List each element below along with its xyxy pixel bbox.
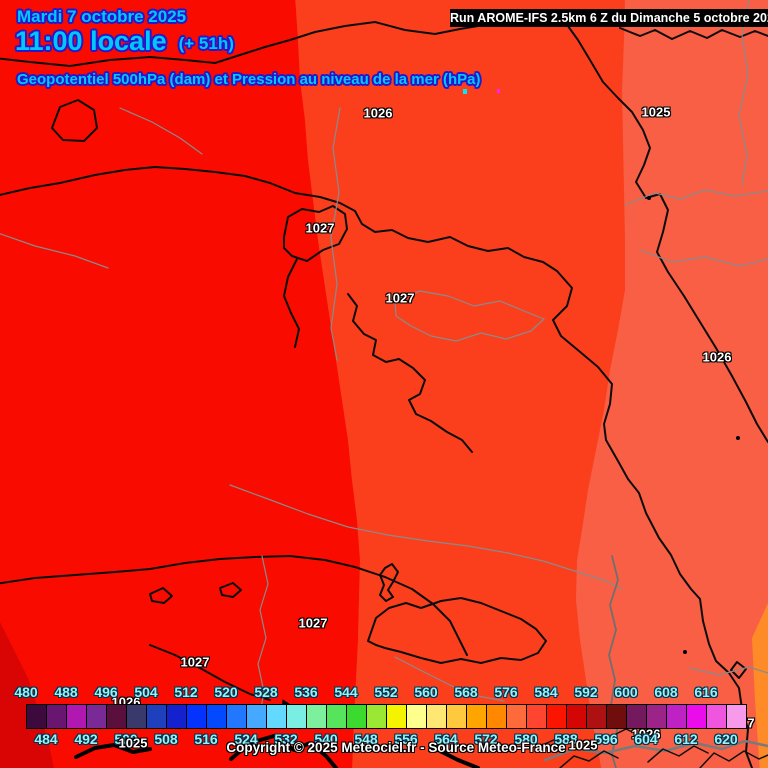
scale-tick-top: 592: [574, 684, 598, 700]
pressure-label: 1026: [631, 726, 661, 742]
scale-tick-top: 608: [654, 684, 678, 700]
pressure-label: 1025: [118, 735, 148, 751]
scale-tick-bottom: 588: [554, 731, 578, 747]
scale-tick-bottom: 564: [434, 731, 458, 747]
band-red: [0, 0, 360, 768]
scale-tick-top: 568: [454, 684, 478, 700]
scale-tick-bottom: 612: [674, 731, 698, 747]
pressure-label: 1025: [568, 737, 598, 753]
scale-tick-top: 488: [54, 684, 78, 700]
scale-tick-top: 512: [174, 684, 198, 700]
band-mid: [295, 0, 625, 768]
scale-tick-top: 560: [414, 684, 438, 700]
band-dark-red: [0, 622, 54, 768]
time-title: 11:00 locale: [15, 26, 167, 56]
scale-tick-bottom: 596: [594, 731, 618, 747]
scale-tick-top: 496: [94, 684, 118, 700]
scale-tick-top: 480: [14, 684, 38, 700]
pressure-label: 1026: [363, 105, 393, 121]
pressure-label: 1027: [385, 290, 415, 306]
scale-tick-top: 544: [334, 684, 358, 700]
forecast-offset: (+ 51h): [178, 33, 234, 53]
scale-tick-top: 536: [294, 684, 318, 700]
scale-tick-bottom: 500: [114, 731, 138, 747]
scale-tick-bottom: 492: [74, 731, 98, 747]
scale-tick-bottom: 524: [234, 731, 258, 747]
copyright-text: Copyright © 2025 Meteociel.fr - Source M…: [226, 740, 566, 755]
pressure-label: 1027: [305, 220, 335, 236]
pressure-label: 1027: [298, 615, 328, 631]
scale-tick-bottom: 540: [314, 731, 338, 747]
pressure-label: 7: [747, 715, 755, 731]
terrain-lines: [539, 728, 768, 768]
map-dots: [647, 196, 740, 654]
scale-tick-bottom: 620: [714, 731, 738, 747]
scale-tick-bottom: 556: [394, 731, 418, 747]
map-subtitle: Geopotentiel 500hPa (dam) et Pression au…: [17, 71, 481, 88]
scale-swatch: [726, 704, 747, 729]
scale-tick-top: 504: [134, 684, 158, 700]
country-borders: [0, 11, 768, 768]
scale-tick-bottom: 484: [34, 731, 58, 747]
scale-tick-bottom: 516: [194, 731, 218, 747]
scale-tick-top: 584: [534, 684, 558, 700]
pressure-label: 1026: [702, 349, 732, 365]
scale-tick-top: 520: [214, 684, 238, 700]
scale-tick-bottom: 508: [154, 731, 178, 747]
pressure-label: 1027: [180, 654, 210, 670]
scale-tick-bottom: 604: [634, 731, 658, 747]
model-run-info: Run AROME-IFS 2.5km 6 Z du Dimanche 5 oc…: [450, 9, 768, 27]
scale-tick-bottom: 532: [274, 731, 298, 747]
scale-tick-top: 600: [614, 684, 638, 700]
scale-tick-top: 616: [694, 684, 718, 700]
city-marker-magenta: [497, 89, 500, 93]
time-row: 11:00 locale (+ 51h): [15, 26, 234, 57]
scale-tick-bottom: 572: [474, 731, 498, 747]
scale-tick-top: 528: [254, 684, 278, 700]
city-marker-cyan: [463, 89, 467, 94]
scale-tick-bottom: 548: [354, 731, 378, 747]
date-title: Mardi 7 octobre 2025: [17, 7, 187, 26]
scale-tick-bottom: 580: [514, 731, 538, 747]
band-orange-corner: [752, 602, 768, 768]
pressure-label: 1025: [641, 104, 671, 120]
scale-tick-top: 552: [374, 684, 398, 700]
scale-tick-top: 576: [494, 684, 518, 700]
